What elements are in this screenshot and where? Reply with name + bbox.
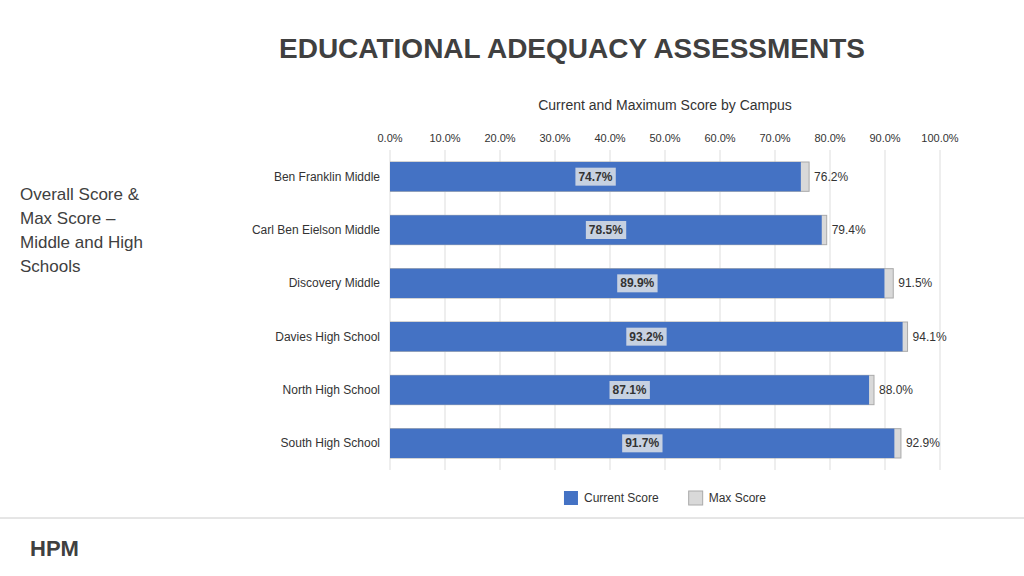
grid	[390, 150, 940, 470]
grid-line	[610, 150, 611, 470]
current-label-group: 74.7%	[575, 168, 615, 186]
data-label: 89.9%	[620, 276, 654, 290]
current-bar	[390, 375, 869, 404]
legend-item: Current Score	[564, 491, 659, 505]
label-background	[610, 381, 650, 399]
grid-line	[445, 150, 446, 470]
tick-label: 20.0%	[484, 132, 515, 144]
legend-swatch	[689, 491, 703, 505]
data-label: 87.1%	[613, 383, 647, 397]
side-text-line: Max Score –	[20, 209, 116, 228]
legend-label: Max Score	[709, 491, 767, 505]
label-background	[586, 221, 626, 239]
grid-line	[720, 150, 721, 470]
data-label: 93.2%	[629, 330, 663, 344]
tick-label: 0.0%	[377, 132, 402, 144]
data-label: 79.4%	[832, 223, 866, 237]
side-text-line: Middle and High	[20, 233, 143, 252]
category-label: Discovery Middle	[289, 276, 381, 290]
side-text: Overall Score & Max Score – Middle and Hig…	[20, 185, 143, 276]
grid-line	[390, 150, 391, 470]
current-label-group: 93.2%	[626, 328, 666, 346]
tick-label: 70.0%	[759, 132, 790, 144]
data-label: 74.7%	[578, 170, 612, 184]
title: EDUCATIONAL ADEQUACY ASSESSMENTS	[279, 33, 865, 64]
legend: Current Score Max Score	[564, 491, 766, 505]
category-label: Ben Franklin Middle	[274, 170, 380, 184]
data-label: 94.1%	[913, 330, 947, 344]
max-bar	[390, 269, 893, 298]
current-label-group: 78.5%	[586, 221, 626, 239]
grid-line	[775, 150, 776, 470]
chart-svg: EDUCATIONAL ADEQUACY ASSESSMENTS Overall …	[0, 0, 1024, 576]
legend-swatch	[564, 491, 578, 505]
grid-line	[885, 150, 886, 470]
current-label-group: 89.9%	[617, 274, 657, 292]
data-label: 91.5%	[898, 276, 932, 290]
chart-title: Current and Maximum Score by Campus	[538, 97, 792, 113]
tick-label: 80.0%	[814, 132, 845, 144]
tick-label: 10.0%	[429, 132, 460, 144]
category-label: South High School	[281, 436, 380, 450]
max-bar	[390, 215, 827, 244]
label-background	[622, 434, 662, 452]
label-background	[575, 168, 615, 186]
current-label-group: 87.1%	[610, 381, 650, 399]
label-background	[617, 274, 657, 292]
data-label: 91.7%	[625, 436, 659, 450]
category-label: Carl Ben Eielson Middle	[252, 223, 380, 237]
max-bar	[390, 322, 908, 351]
current-bar	[390, 162, 801, 191]
logo-text: HPM	[30, 536, 79, 561]
grid-line	[665, 150, 666, 470]
tick-label: 90.0%	[869, 132, 900, 144]
current-bar	[390, 269, 884, 298]
current-bar	[390, 429, 894, 458]
bars	[390, 162, 908, 458]
tick-label: 30.0%	[539, 132, 570, 144]
side-text-line: Overall Score &	[20, 185, 140, 204]
current-label-group: 91.7%	[622, 434, 662, 452]
current-bar	[390, 215, 822, 244]
tick-label: 40.0%	[594, 132, 625, 144]
background	[0, 0, 1024, 576]
data-label: 92.9%	[906, 436, 940, 450]
grid-line	[555, 150, 556, 470]
tick-label: 60.0%	[704, 132, 735, 144]
data-label: 76.2%	[814, 170, 848, 184]
data-label: 88.0%	[879, 383, 913, 397]
max-bar	[390, 375, 874, 404]
max-bar	[390, 429, 901, 458]
separator	[0, 518, 1024, 519]
legend-label: Current Score	[584, 491, 659, 505]
category-label: North High School	[283, 383, 380, 397]
data-label: 78.5%	[589, 223, 623, 237]
max-bar	[390, 162, 809, 191]
grid-line	[830, 150, 831, 470]
legend-item: Max Score	[689, 491, 767, 505]
tick-label: 100.0%	[921, 132, 959, 144]
current-bar	[390, 322, 903, 351]
grid-line	[940, 150, 941, 470]
category-label: Davies High School	[275, 330, 380, 344]
tick-label: 50.0%	[649, 132, 680, 144]
chart-container: EDUCATIONAL ADEQUACY ASSESSMENTS Overall …	[0, 0, 1024, 576]
grid-line	[500, 150, 501, 470]
side-text-line: Schools	[20, 257, 80, 276]
label-background	[626, 328, 666, 346]
